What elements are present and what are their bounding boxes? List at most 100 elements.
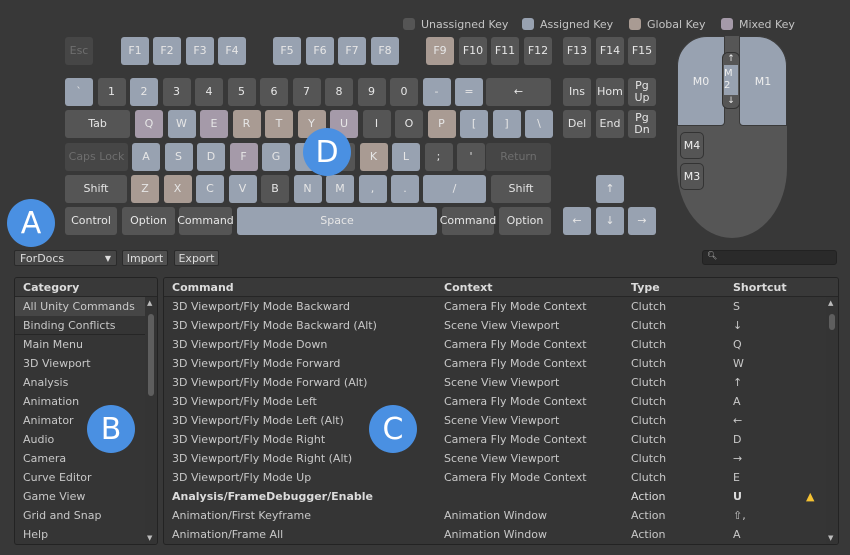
key-n[interactable]: N [293, 175, 322, 203]
key-8[interactable]: 8 [325, 78, 353, 106]
command-row[interactable]: Animation/First Keyframe Animation Windo… [164, 506, 838, 525]
key-9[interactable]: 9 [357, 78, 386, 106]
key-command[interactable]: Command [177, 207, 234, 235]
key-f9[interactable]: F9 [426, 37, 454, 65]
profile-dropdown[interactable]: ForDocs ▼ [14, 250, 117, 266]
key-p[interactable]: P [427, 110, 456, 138]
key-7[interactable]: 7 [292, 78, 321, 106]
key-5[interactable]: 5 [227, 78, 256, 106]
mouse-button-m3[interactable]: M3 [680, 163, 704, 190]
key-z[interactable]: Z [131, 175, 159, 203]
key-w[interactable]: W [167, 110, 196, 138]
key-e[interactable]: E [200, 110, 228, 138]
key-,[interactable]: , [358, 175, 387, 203]
key-g[interactable]: G [262, 143, 290, 171]
key-option[interactable]: Option [122, 207, 175, 235]
mouse-button-m2[interactable]: M 2 [724, 65, 738, 95]
key-f5[interactable]: F5 [273, 37, 301, 65]
key-o[interactable]: O [395, 110, 423, 138]
key-f1[interactable]: F1 [121, 37, 149, 65]
command-row[interactable]: 3D Viewport/Fly Mode Left Camera Fly Mod… [164, 392, 838, 411]
key-f11[interactable]: F11 [491, 37, 519, 65]
key-f7[interactable]: F7 [338, 37, 366, 65]
key-r[interactable]: R [232, 110, 261, 138]
import-button[interactable]: Import [122, 250, 168, 266]
key-d[interactable]: D [197, 143, 225, 171]
key-space[interactable]: Space [237, 207, 437, 235]
category-scrollbar[interactable]: ▲ ▼ [145, 297, 157, 544]
key-control[interactable]: Control [65, 207, 117, 235]
command-row[interactable]: 3D Viewport/Fly Mode Right (Alt) Scene V… [164, 449, 838, 468]
key-\[interactable]: \ [525, 110, 553, 138]
key-c[interactable]: C [196, 175, 224, 203]
category-item[interactable]: Camera [23, 452, 67, 465]
mouse-button-m1[interactable]: M1 [739, 36, 787, 126]
key-f15[interactable]: F15 [628, 37, 656, 65]
command-row[interactable]: 3D Viewport/Fly Mode Up Camera Fly Mode … [164, 468, 838, 487]
scroll-up-arrow-icon[interactable]: ▲ [147, 299, 153, 307]
key-q[interactable]: Q [135, 110, 163, 138]
column-context[interactable]: Context [444, 280, 493, 294]
key-/[interactable]: / [423, 175, 486, 203]
key-x[interactable]: X [163, 175, 192, 203]
key-=[interactable]: = [455, 78, 483, 106]
scroll-down-arrow-icon[interactable]: ▼ [828, 534, 834, 542]
category-item[interactable]: Animator [23, 414, 74, 427]
key-hom[interactable]: Hom [596, 78, 624, 106]
column-shortcut[interactable]: Shortcut [733, 280, 787, 294]
key-←[interactable]: ← [486, 78, 551, 106]
key-f14[interactable]: F14 [596, 37, 624, 65]
column-command[interactable]: Command [172, 280, 234, 294]
command-row[interactable]: Analysis/FrameDebugger/Enable Action U ▲ [164, 487, 838, 506]
scroll-wheel[interactable]: ↑ M 2 ↓ [722, 52, 740, 109]
export-button[interactable]: Export [174, 250, 219, 266]
scroll-up-arrow-icon[interactable]: ▲ [828, 299, 834, 307]
key-k[interactable]: K [359, 143, 388, 171]
key-shift[interactable]: Shift [65, 175, 127, 203]
category-item[interactable]: Main Menu [23, 338, 83, 351]
key-][interactable]: ] [492, 110, 521, 138]
key-1[interactable]: 1 [97, 78, 126, 106]
key-;[interactable]: ; [424, 143, 453, 171]
key-4[interactable]: 4 [195, 78, 223, 106]
key-f[interactable]: F [229, 143, 258, 171]
command-row[interactable]: 3D Viewport/Fly Mode Down Camera Fly Mod… [164, 335, 838, 354]
category-item[interactable]: Grid and Snap [23, 509, 102, 522]
key-→[interactable]: → [628, 207, 656, 235]
command-row[interactable]: 3D Viewport/Fly Mode Forward (Alt) Scene… [164, 373, 838, 392]
key-end[interactable]: End [596, 110, 624, 138]
category-item[interactable]: All Unity Commands [15, 297, 146, 316]
commands-scrollbar[interactable]: ▲ ▼ [826, 297, 838, 544]
command-row[interactable]: Animation/Frame All Animation Window Act… [164, 525, 838, 544]
key-f12[interactable]: F12 [524, 37, 552, 65]
key-ins[interactable]: Ins [563, 78, 591, 106]
key-a[interactable]: A [132, 143, 160, 171]
key--[interactable]: - [422, 78, 451, 106]
key-f10[interactable]: F10 [459, 37, 487, 65]
key-f4[interactable]: F4 [218, 37, 246, 65]
category-item[interactable]: Game View [23, 490, 86, 503]
mouse-button-m4[interactable]: M4 [680, 132, 704, 159]
key-`[interactable]: ` [65, 78, 93, 106]
key-v[interactable]: V [228, 175, 257, 203]
category-item[interactable]: Binding Conflicts [15, 316, 146, 335]
command-row[interactable]: 3D Viewport/Fly Mode Forward Camera Fly … [164, 354, 838, 373]
key-tab[interactable]: Tab [65, 110, 130, 138]
column-type[interactable]: Type [631, 280, 660, 294]
key-b[interactable]: B [261, 175, 289, 203]
scrollbar-thumb[interactable] [829, 314, 835, 330]
key-0[interactable]: 0 [390, 78, 418, 106]
key-↓[interactable]: ↓ [596, 207, 624, 235]
command-row[interactable]: 3D Viewport/Fly Mode Left (Alt) Scene Vi… [164, 411, 838, 430]
key-t[interactable]: T [265, 110, 293, 138]
key-command[interactable]: Command [440, 207, 496, 235]
command-row[interactable]: 3D Viewport/Fly Mode Right Camera Fly Mo… [164, 430, 838, 449]
key-6[interactable]: 6 [260, 78, 288, 106]
key-f13[interactable]: F13 [563, 37, 591, 65]
key-pg-up[interactable]: Pg Up [628, 78, 656, 106]
key-[[interactable]: [ [460, 110, 488, 138]
key-f3[interactable]: F3 [186, 37, 214, 65]
key-m[interactable]: M [326, 175, 354, 203]
key-shift[interactable]: Shift [491, 175, 551, 203]
key-del[interactable]: Del [563, 110, 591, 138]
